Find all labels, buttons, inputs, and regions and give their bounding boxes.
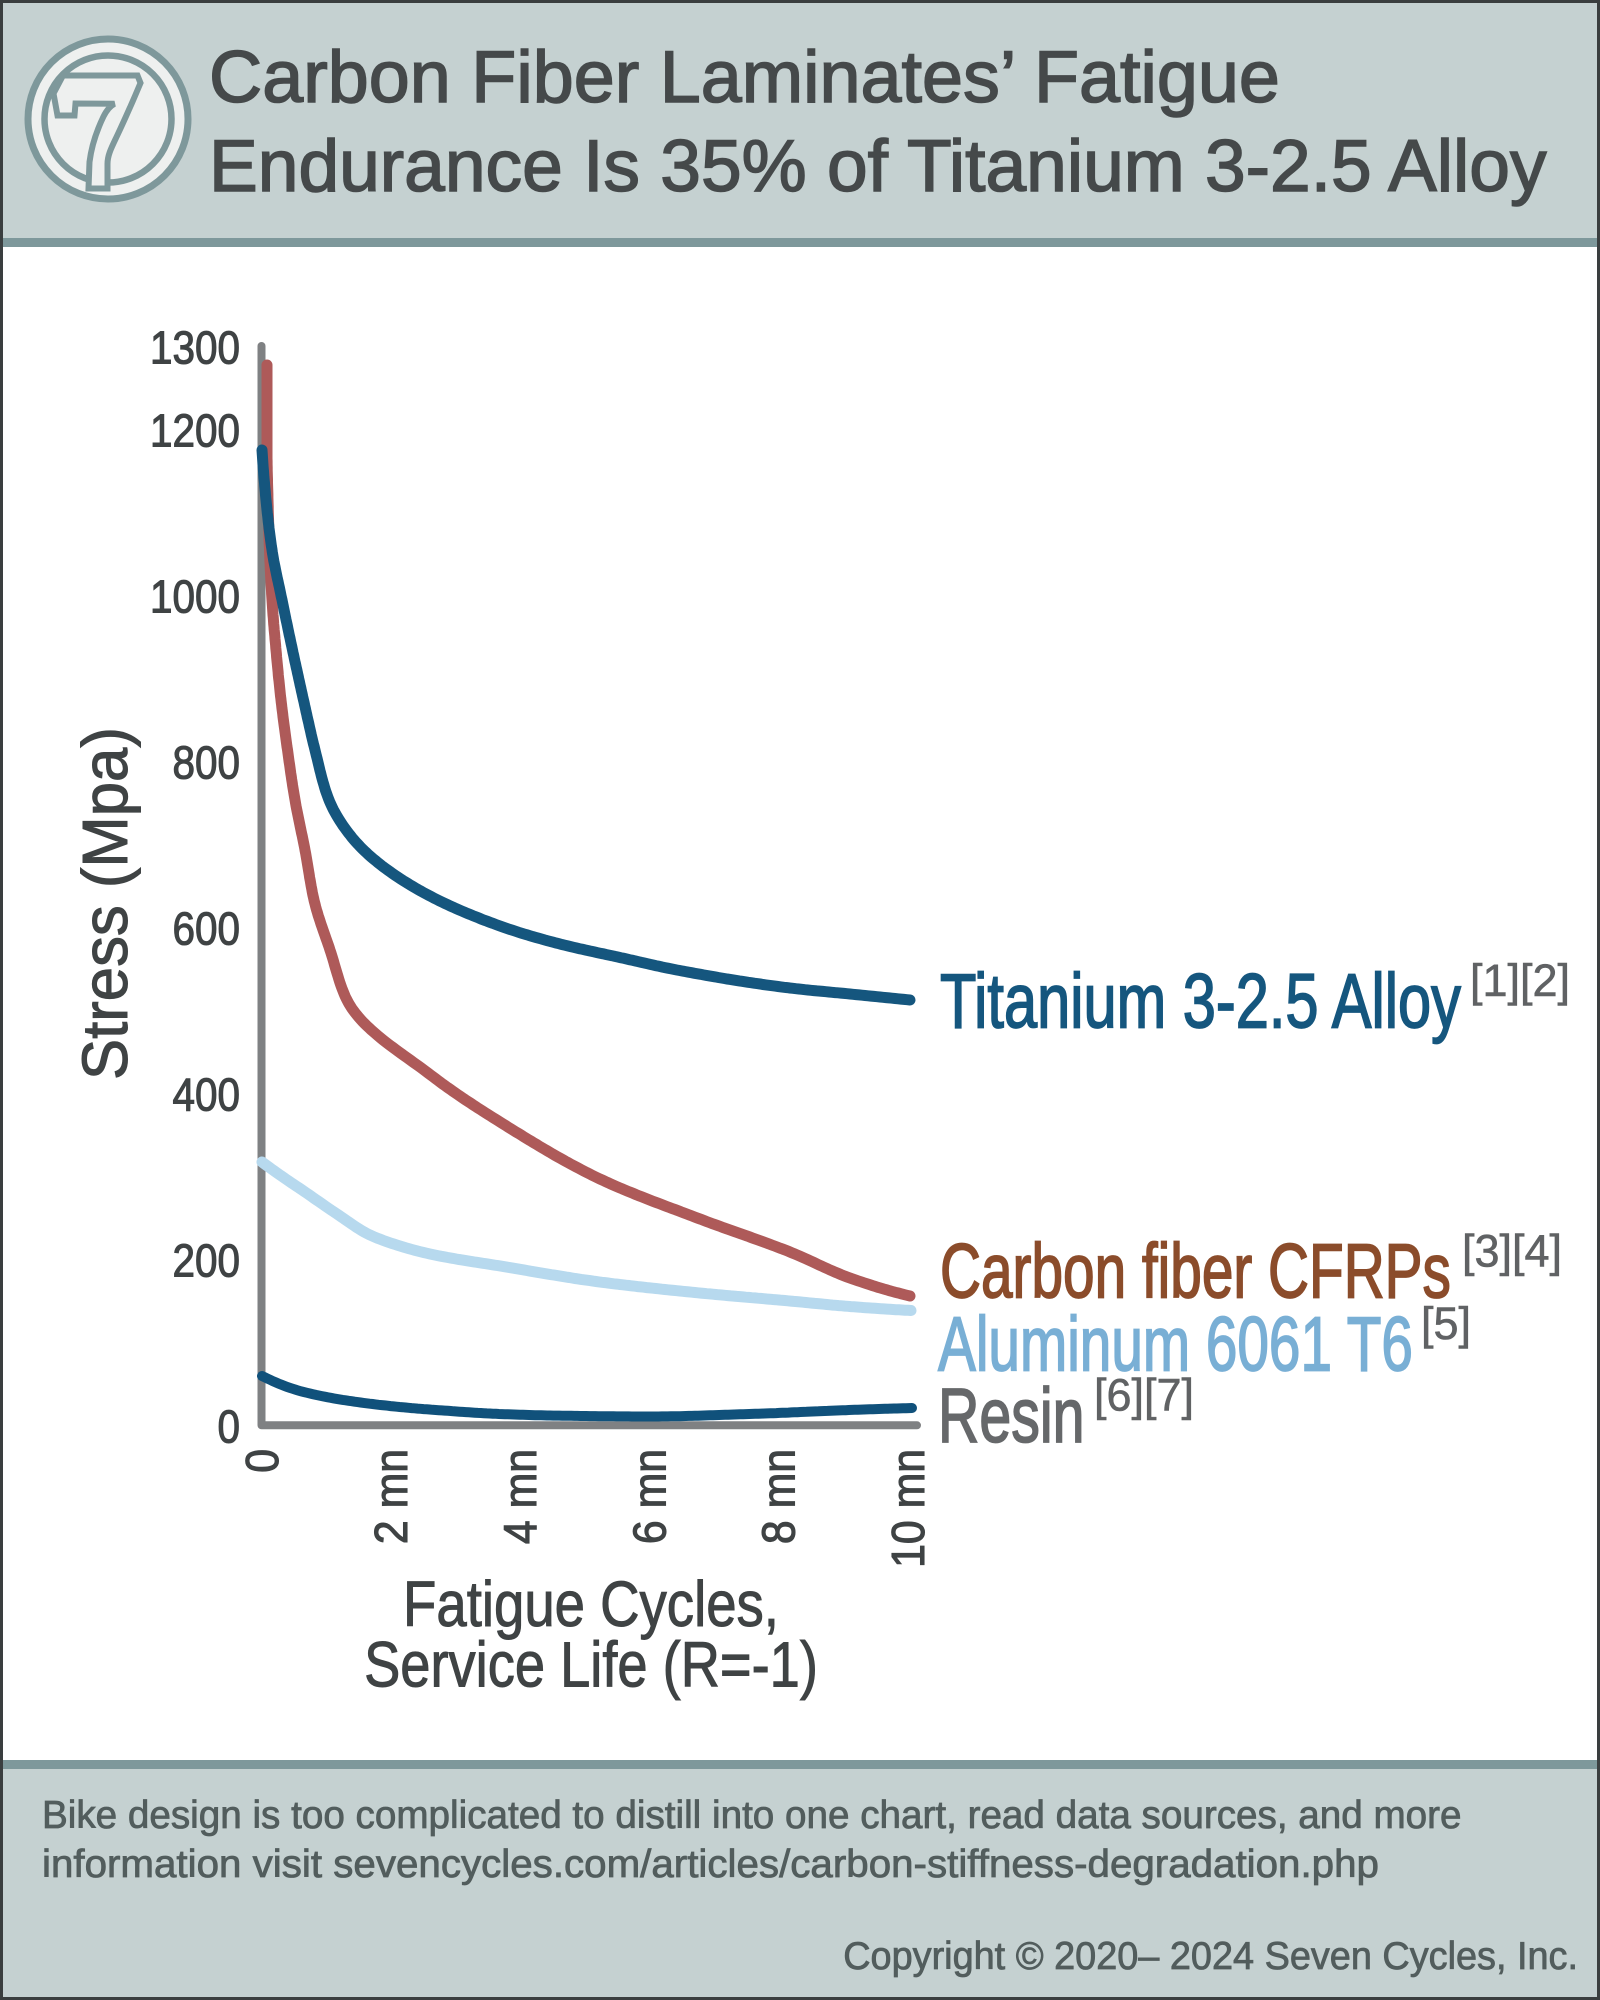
svg-text:[1][2]: [1][2] (1470, 955, 1570, 1006)
svg-text:1000: 1000 (150, 572, 240, 623)
svg-text:[6][7]: [6][7] (1094, 1369, 1194, 1420)
svg-text:10 mn: 10 mn (883, 1449, 934, 1568)
svg-text:6 mn: 6 mn (625, 1449, 676, 1544)
svg-text:1200: 1200 (150, 406, 240, 457)
svg-text:1300: 1300 (150, 323, 240, 374)
svg-text:Carbon fiber CFRPs: Carbon fiber CFRPs (940, 1229, 1451, 1314)
svg-text:Stress (Mpa): Stress (Mpa) (70, 727, 141, 1080)
svg-text:Aluminum 6061 T6: Aluminum 6061 T6 (938, 1302, 1413, 1387)
svg-text:Copyright © 2020– 2024 Seven C: Copyright © 2020– 2024 Seven Cycles, Inc… (843, 1934, 1578, 1978)
svg-text:400: 400 (172, 1070, 240, 1121)
svg-text:600: 600 (172, 904, 240, 955)
svg-text:Titanium 3-2.5 Alloy: Titanium 3-2.5 Alloy (940, 958, 1461, 1044)
svg-text:200: 200 (172, 1236, 240, 1287)
svg-text:Fatigue Cycles,: Fatigue Cycles, (403, 1568, 779, 1640)
svg-text:4 mn: 4 mn (496, 1449, 547, 1544)
svg-text:800: 800 (172, 738, 240, 789)
svg-text:Endurance Is 35% of Titanium 3: Endurance Is 35% of Titanium 3-2.5 Alloy (209, 126, 1547, 207)
svg-text:0: 0 (237, 1449, 288, 1473)
svg-text:2 mn: 2 mn (367, 1449, 418, 1544)
svg-text:[3][4]: [3][4] (1462, 1226, 1562, 1277)
svg-text:Resin: Resin (938, 1374, 1084, 1459)
svg-text:information visit sevencycles.: information visit sevencycles.com/articl… (42, 1843, 1379, 1886)
svg-text:Service Life (R=-1): Service Life (R=-1) (364, 1628, 818, 1700)
svg-text:0: 0 (217, 1402, 240, 1453)
svg-text:[5]: [5] (1421, 1298, 1471, 1349)
svg-text:Carbon Fiber Laminates’ Fatigu: Carbon Fiber Laminates’ Fatigue (209, 36, 1280, 118)
svg-text:8 mn: 8 mn (754, 1449, 805, 1544)
svg-text:Bike design is too complicated: Bike design is too complicated to distil… (42, 1794, 1462, 1837)
